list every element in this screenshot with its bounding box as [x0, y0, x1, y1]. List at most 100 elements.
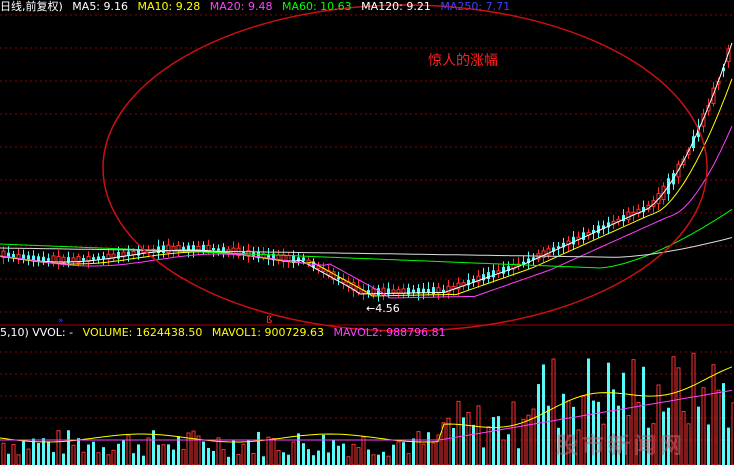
- volume-bar: [631, 359, 636, 465]
- volume-bar: [87, 444, 90, 465]
- volume-bar: [291, 441, 296, 465]
- volume-bar: [601, 423, 606, 465]
- candle: [602, 225, 605, 229]
- candle: [367, 290, 370, 294]
- volume-bar: [617, 405, 620, 465]
- candle: [557, 246, 560, 249]
- volume-bar: [557, 427, 560, 465]
- volume-bar: [146, 437, 151, 465]
- volume-bar: [52, 452, 55, 465]
- volume-bar: [262, 456, 265, 465]
- volume-bar: [476, 405, 481, 465]
- candle: [192, 245, 195, 251]
- candle: [697, 125, 700, 138]
- candle: [37, 256, 40, 262]
- volume-bar: [572, 406, 575, 465]
- volume-bar: [117, 443, 120, 465]
- volume-bar: [271, 438, 276, 465]
- volume-bar: [551, 358, 556, 465]
- volume-bar: [221, 449, 226, 465]
- volume-bar: [587, 358, 590, 465]
- volume-bar: [592, 400, 595, 465]
- candle: [22, 254, 25, 260]
- volume-bar: [111, 449, 116, 465]
- candle: [442, 289, 445, 293]
- candle: [71, 257, 76, 263]
- candle: [522, 261, 525, 265]
- volume-bar: [337, 445, 340, 465]
- volume-bar: [207, 447, 210, 465]
- left-marker: »: [58, 316, 64, 326]
- volume-bar: [492, 417, 495, 465]
- candle: [492, 270, 495, 278]
- volume-bar: [537, 384, 540, 465]
- candle: [117, 251, 120, 259]
- volume-bar: [251, 452, 256, 465]
- volume-bar: [351, 443, 356, 465]
- ma5-line: [0, 42, 733, 295]
- candle: [182, 246, 185, 250]
- candle: [592, 230, 595, 234]
- volume-bar: [517, 448, 520, 465]
- volume-bar: [257, 431, 260, 465]
- volume-bar: [202, 441, 205, 465]
- chart-title: 日线,前复权): [0, 0, 63, 13]
- volume-bar: [346, 456, 351, 465]
- candle: [242, 251, 245, 255]
- volume-bar: [342, 443, 345, 465]
- volume-bar: [392, 444, 395, 465]
- candle: [546, 248, 551, 256]
- volume-bar: [92, 441, 95, 465]
- volume-bar: [651, 423, 656, 465]
- mavol1-line: [0, 366, 733, 443]
- candle: [292, 255, 295, 264]
- volume-bar: [317, 450, 320, 465]
- candle: [137, 249, 140, 256]
- volume-bar: [686, 423, 691, 465]
- volume-bar: [227, 456, 230, 465]
- volume-bar: [581, 395, 586, 465]
- candle: [162, 245, 165, 254]
- candle: [562, 242, 565, 248]
- candle: [482, 274, 485, 281]
- candle: [92, 257, 95, 260]
- volume-bar: [126, 435, 131, 465]
- candle: [626, 211, 631, 221]
- candle: [476, 275, 481, 283]
- volume-bar: [707, 424, 710, 465]
- volume-prefix: 5,10) VVOL: -: [0, 326, 74, 339]
- volume-bar: [722, 383, 725, 465]
- candle: [472, 278, 475, 283]
- candle: [157, 246, 160, 254]
- volume-bar: [691, 352, 696, 465]
- candle: [381, 287, 386, 296]
- volume-bar: [436, 434, 441, 465]
- volume-bar: [466, 411, 471, 465]
- volume-bar: [132, 453, 135, 465]
- volume-bar: [106, 454, 111, 465]
- volume-bar: [662, 411, 665, 465]
- candle: [67, 257, 70, 263]
- volume-bar: [507, 434, 510, 465]
- candle: [467, 279, 470, 286]
- volume-bar: [56, 430, 61, 465]
- volume-bar: [511, 401, 516, 465]
- candle: [692, 136, 695, 149]
- volume-bar: [727, 427, 730, 465]
- volume-bar: [212, 450, 215, 465]
- legend-volume: VOLUME: 1624438.50: [82, 326, 203, 339]
- volume-bar: [456, 400, 461, 465]
- volume-bar: [371, 454, 376, 465]
- volume-bar: [421, 443, 426, 465]
- candle: [387, 288, 390, 295]
- candle: [417, 288, 420, 294]
- volume-bar: [356, 447, 361, 465]
- highlight-ellipse: [102, 4, 708, 332]
- candle: [422, 288, 425, 293]
- candle: [572, 236, 575, 245]
- price-legend: 日线,前复权) MA5: 9.16 MA10: 9.28 MA20: 9.48 …: [0, 0, 516, 14]
- candle: [701, 113, 706, 127]
- candle: [42, 256, 45, 262]
- candle: [196, 245, 201, 251]
